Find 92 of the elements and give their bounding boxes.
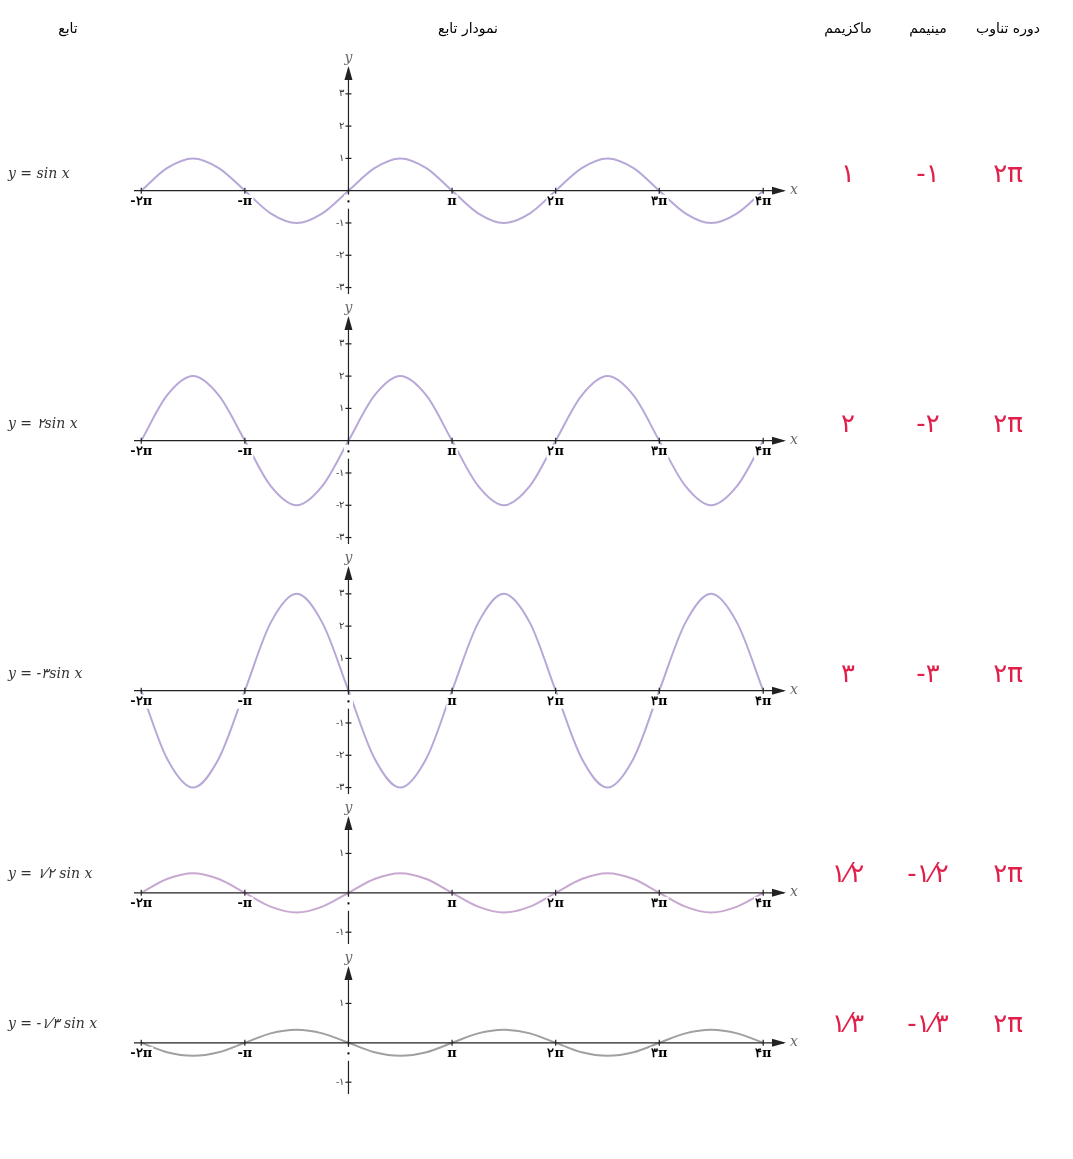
text: ۲π bbox=[992, 1008, 1024, 1038]
x-axis-title: x bbox=[790, 681, 798, 698]
x-tick-label: ۰ bbox=[344, 692, 352, 708]
text: y = -۱⁄۳ sin x bbox=[8, 1015, 99, 1031]
x-tick-label: ۴π bbox=[754, 1044, 772, 1060]
x-tick-label: ۳π bbox=[651, 192, 669, 208]
x-tick-label: -۲π bbox=[130, 442, 153, 458]
x-tick-label: ۲π bbox=[547, 442, 565, 458]
text: ۲π bbox=[992, 408, 1024, 438]
text: ۲π bbox=[992, 158, 1024, 188]
x-tick-label: ۳π bbox=[651, 692, 669, 708]
text: ۲π bbox=[992, 858, 1024, 888]
text: y = ۱⁄۲ sin x bbox=[8, 865, 94, 881]
y-tick-label: -۱ bbox=[336, 466, 345, 478]
y-tick-label: -۲ bbox=[336, 248, 345, 260]
y-axis-title: y bbox=[343, 548, 354, 565]
text: نمودار تابع bbox=[436, 20, 500, 36]
x-tick-label: -۲π bbox=[130, 692, 153, 708]
y-tick-label: ۱ bbox=[339, 847, 345, 859]
x-tick-label: -۲π bbox=[130, 192, 153, 208]
text: y = sin x bbox=[8, 165, 71, 181]
x-tick-label: ۲π bbox=[547, 894, 565, 910]
y-tick-label: -۳ bbox=[336, 781, 346, 793]
text: ۱⁄۲ bbox=[830, 858, 866, 888]
x-tick-label: ۰ bbox=[344, 894, 352, 910]
x-tick-label: ۴π bbox=[754, 692, 772, 708]
y-tick-label: ۳ bbox=[339, 587, 346, 599]
x-axis-title: x bbox=[790, 883, 798, 900]
text: دوره تناوب bbox=[975, 20, 1041, 36]
x-tick-label: π bbox=[447, 692, 458, 708]
y-tick-label: ۱ bbox=[339, 401, 345, 413]
x-tick-label: -π bbox=[237, 192, 253, 208]
x-tick-label: -π bbox=[237, 442, 253, 458]
text: ۳ bbox=[840, 658, 856, 688]
y-tick-label: -۲ bbox=[336, 498, 345, 510]
text: ماکزیمم bbox=[823, 20, 873, 36]
x-tick-label: ۲π bbox=[547, 192, 565, 208]
x-tick-label: -π bbox=[237, 692, 253, 708]
x-tick-label: ۳π bbox=[651, 1044, 669, 1060]
x-tick-label: ۰ bbox=[344, 192, 352, 208]
y-tick-label: -۲ bbox=[336, 748, 345, 760]
text: y = ۲sin x bbox=[8, 415, 79, 431]
text: -۱⁄۳ bbox=[906, 1008, 950, 1038]
x-tick-label: π bbox=[447, 192, 458, 208]
y-tick-label: ۱ bbox=[339, 997, 345, 1009]
y-tick-label: -۳ bbox=[336, 531, 346, 543]
x-tick-label: -π bbox=[237, 1044, 253, 1060]
x-axis-title: x bbox=[790, 181, 798, 198]
text: -۱ bbox=[915, 158, 941, 188]
text: y = -۳sin x bbox=[8, 665, 84, 681]
x-tick-label: -۲π bbox=[130, 894, 153, 910]
x-tick-label: ۴π bbox=[754, 192, 772, 208]
x-tick-label: -π bbox=[237, 894, 253, 910]
y-tick-label: ۳ bbox=[339, 337, 346, 349]
y-tick-label: ۲ bbox=[339, 619, 345, 631]
y-tick-label: ۱ bbox=[339, 151, 345, 163]
x-tick-label: ۳π bbox=[651, 442, 669, 458]
y-tick-label: -۱ bbox=[336, 1075, 345, 1087]
x-tick-label: ۲π bbox=[547, 1044, 565, 1060]
text: مینیمم bbox=[908, 20, 948, 36]
y-tick-label: -۱ bbox=[336, 925, 345, 937]
text: تابع bbox=[57, 20, 79, 36]
y-tick-label: -۱ bbox=[336, 216, 345, 228]
x-tick-label: π bbox=[447, 894, 458, 910]
text: -۲ bbox=[915, 408, 941, 438]
y-tick-label: -۱ bbox=[336, 716, 345, 728]
x-tick-label: ۲π bbox=[547, 692, 565, 708]
x-tick-label: π bbox=[447, 442, 458, 458]
x-tick-label: ۰ bbox=[344, 1044, 352, 1060]
y-tick-label: ۲ bbox=[339, 369, 345, 381]
y-axis-title: y bbox=[343, 48, 354, 65]
y-tick-label: -۳ bbox=[336, 281, 346, 293]
text: ۱ bbox=[840, 158, 856, 188]
y-axis-title: y bbox=[343, 948, 354, 965]
y-axis-title: y bbox=[343, 298, 354, 315]
x-tick-label: ۰ bbox=[344, 442, 352, 458]
x-tick-label: ۴π bbox=[754, 894, 772, 910]
text: -۱⁄۲ bbox=[906, 858, 950, 888]
x-tick-label: ۳π bbox=[651, 894, 669, 910]
y-tick-label: ۳ bbox=[339, 87, 346, 99]
text: -۳ bbox=[915, 658, 941, 688]
x-tick-label: ۴π bbox=[754, 442, 772, 458]
text: ۱⁄۳ bbox=[830, 1008, 866, 1038]
y-tick-label: ۱ bbox=[339, 651, 345, 663]
y-tick-label: ۲ bbox=[339, 119, 345, 131]
x-axis-title: x bbox=[790, 1033, 798, 1050]
text: ۲ bbox=[840, 408, 856, 438]
x-tick-label: -۲π bbox=[130, 1044, 153, 1060]
y-axis-title: y bbox=[343, 798, 354, 815]
x-axis-title: x bbox=[790, 431, 798, 448]
text: ۲π bbox=[992, 658, 1024, 688]
x-tick-label: π bbox=[447, 1044, 458, 1060]
